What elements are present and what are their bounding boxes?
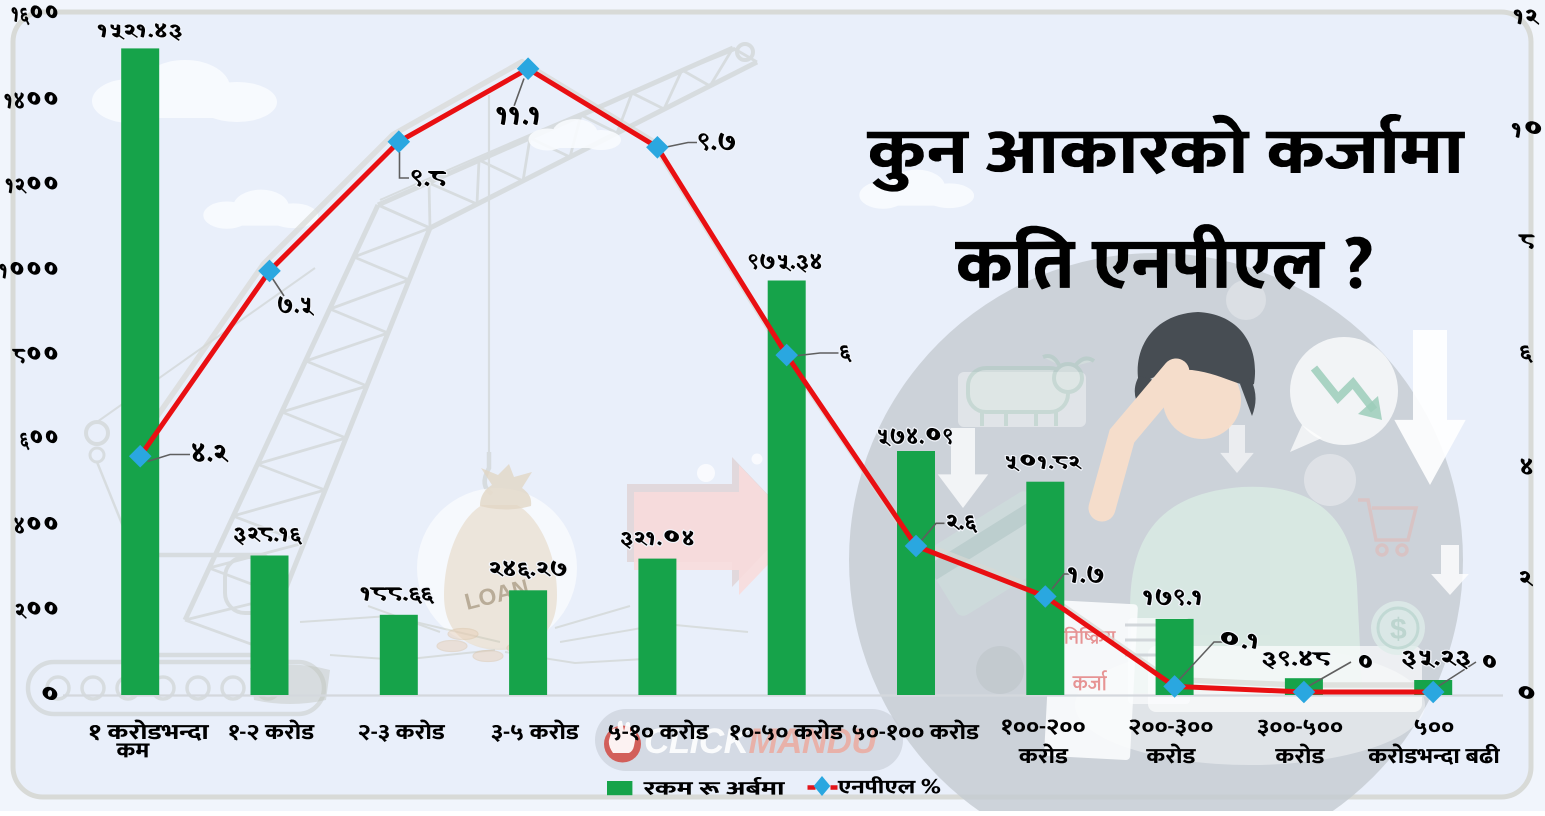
- svg-text:CLICKMANDU: CLICKMANDU: [644, 722, 877, 761]
- svg-text:$: $: [1390, 613, 1407, 646]
